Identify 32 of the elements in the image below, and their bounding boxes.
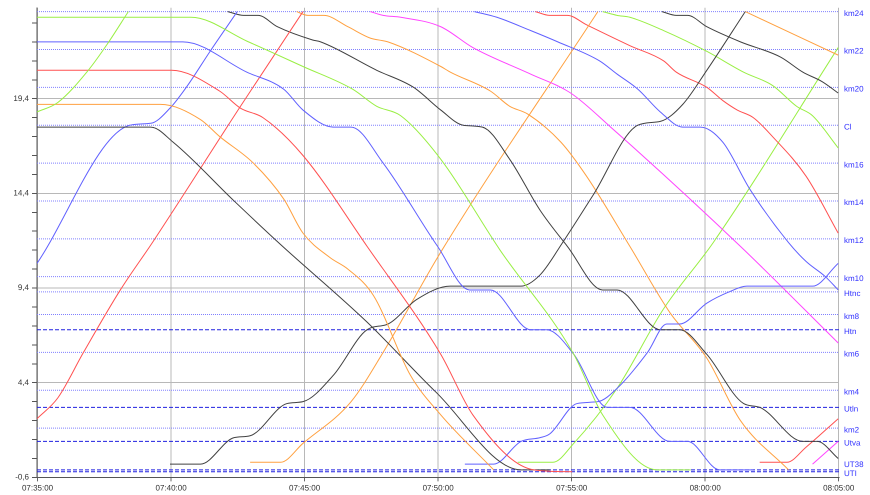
ref-line-label: km24 — [844, 8, 864, 18]
ref-line-label: km6 — [844, 350, 860, 359]
ref-line-label: km8 — [844, 312, 860, 321]
x-tick-label: 08:00:00 — [690, 483, 722, 492]
x-tick-label: 07:55:00 — [556, 483, 588, 492]
y-tick-label: 14,4 — [13, 188, 30, 198]
ref-line-label: UT38 — [844, 460, 864, 469]
line-series — [534, 11, 839, 234]
y-tick-label: 4,4 — [18, 378, 30, 387]
x-tick-label: 07:50:00 — [422, 483, 454, 492]
ref-line-label: Utln — [844, 404, 858, 414]
y-tick-label: 9,4 — [18, 283, 30, 292]
ref-line-label: km14 — [844, 198, 864, 208]
line-series — [370, 11, 839, 344]
y-tick-label: 19,4 — [13, 94, 30, 103]
x-tick-label: 08:05:00 — [823, 483, 855, 492]
ref-line-label: km22 — [844, 46, 864, 56]
x-tick-label: 07:35:00 — [22, 483, 54, 492]
x-tick-label: 07:45:00 — [289, 483, 321, 492]
ref-line-label: km12 — [844, 236, 864, 246]
ref-line-label: km16 — [844, 160, 864, 170]
ref-line-label: Htnc — [844, 289, 860, 298]
ref-line-label: Htn — [844, 326, 856, 336]
ref-line-label: Utva — [844, 438, 861, 448]
ref-line-label: UTI — [844, 468, 857, 478]
y-tick-label: -0,6 — [15, 472, 30, 482]
x-tick-label: 07:40:00 — [156, 483, 188, 492]
ref-line-label: km2 — [844, 425, 860, 434]
ref-line-label: km4 — [844, 388, 860, 396]
ref-line-label: Cl — [844, 122, 852, 132]
ref-line-label: km10 — [844, 274, 864, 283]
ref-line-label: km20 — [844, 84, 864, 94]
